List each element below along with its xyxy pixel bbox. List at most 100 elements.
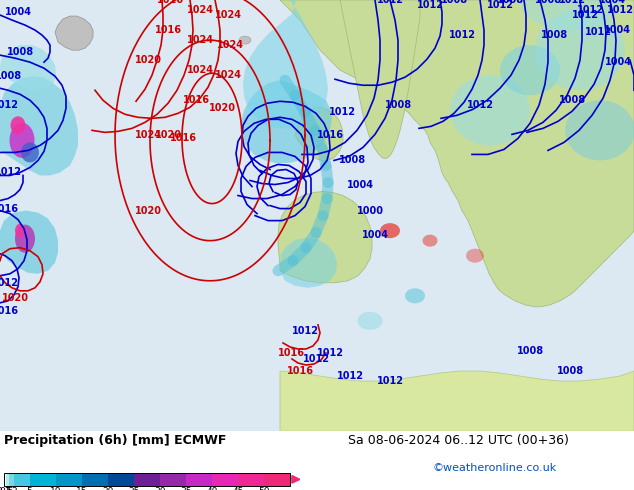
Text: 1008: 1008: [517, 346, 543, 356]
Polygon shape: [0, 76, 78, 175]
Text: ©weatheronline.co.uk: ©weatheronline.co.uk: [432, 463, 556, 473]
Polygon shape: [278, 192, 372, 283]
Bar: [4, 473, 6, 486]
Text: 1016: 1016: [0, 306, 18, 316]
Text: 1024: 1024: [186, 65, 214, 75]
Text: 1008: 1008: [441, 0, 469, 5]
Text: 1008: 1008: [559, 95, 586, 105]
Text: 1012: 1012: [576, 5, 604, 15]
Ellipse shape: [380, 223, 400, 238]
Bar: [4, 473, 290, 486]
Text: 1024: 1024: [216, 40, 243, 50]
Text: 1016: 1016: [316, 130, 344, 140]
Bar: [264, 473, 290, 486]
Text: 1024: 1024: [186, 35, 214, 45]
Text: 1020: 1020: [1, 293, 29, 303]
Text: 1016: 1016: [169, 133, 197, 144]
Text: 1008: 1008: [6, 47, 34, 57]
Ellipse shape: [520, 0, 620, 30]
Ellipse shape: [450, 75, 530, 146]
Polygon shape: [55, 16, 93, 50]
Text: 1: 1: [6, 487, 11, 490]
Text: 1012: 1012: [316, 348, 344, 358]
Bar: [6, 473, 9, 486]
Text: Sa 08-06-2024 06..12 UTC (00+36): Sa 08-06-2024 06..12 UTC (00+36): [348, 434, 569, 447]
Text: 35: 35: [180, 487, 191, 490]
Ellipse shape: [422, 235, 437, 246]
Polygon shape: [295, 107, 343, 160]
Text: 1012: 1012: [486, 0, 514, 10]
Text: 1016: 1016: [278, 348, 304, 358]
Text: 5: 5: [27, 487, 32, 490]
Text: 1024: 1024: [214, 70, 242, 80]
Text: 1008: 1008: [557, 366, 583, 376]
Ellipse shape: [239, 36, 251, 44]
Text: 10: 10: [50, 487, 61, 490]
Text: 1016: 1016: [287, 366, 313, 376]
Text: 0.1: 0.1: [0, 487, 11, 490]
Text: 50: 50: [258, 487, 269, 490]
Text: 1024: 1024: [186, 5, 214, 15]
Polygon shape: [280, 0, 634, 307]
Text: 1024: 1024: [134, 130, 162, 140]
Ellipse shape: [405, 288, 425, 303]
Text: 1012: 1012: [467, 100, 493, 110]
Bar: [186, 473, 212, 486]
Text: 15: 15: [76, 487, 87, 490]
Bar: [108, 473, 134, 486]
Polygon shape: [243, 0, 328, 128]
Text: 1012: 1012: [417, 0, 444, 10]
Text: 1012: 1012: [0, 278, 18, 288]
Text: 1008: 1008: [496, 0, 524, 5]
Bar: [30, 473, 56, 486]
Text: 1012: 1012: [292, 326, 318, 336]
Ellipse shape: [15, 224, 35, 253]
Polygon shape: [280, 238, 337, 288]
Bar: [134, 473, 160, 486]
Polygon shape: [241, 80, 332, 164]
Text: 1012: 1012: [0, 100, 18, 110]
Text: 1004: 1004: [347, 179, 373, 190]
Text: 1008: 1008: [534, 0, 562, 5]
Bar: [9, 473, 14, 486]
Text: 1024: 1024: [214, 10, 242, 20]
Text: 1008: 1008: [541, 30, 569, 40]
Bar: [212, 473, 238, 486]
Bar: [14, 473, 30, 486]
Text: 1004: 1004: [598, 0, 626, 5]
Text: 1012: 1012: [302, 354, 330, 364]
Text: 1012: 1012: [337, 371, 363, 381]
Ellipse shape: [10, 123, 34, 158]
Text: 0.5: 0.5: [0, 487, 13, 490]
Text: 1016: 1016: [0, 203, 18, 214]
Text: 1004: 1004: [604, 57, 631, 67]
Bar: [238, 473, 264, 486]
Text: 1012: 1012: [559, 0, 586, 5]
Ellipse shape: [535, 10, 625, 90]
Text: 1020: 1020: [209, 103, 235, 113]
Text: 1012: 1012: [607, 5, 633, 15]
Text: 1012: 1012: [328, 107, 356, 117]
Text: 1020: 1020: [155, 130, 181, 140]
Text: 1004: 1004: [4, 7, 32, 17]
Text: 1012: 1012: [448, 30, 476, 40]
Bar: [56, 473, 82, 486]
Text: 1020: 1020: [134, 206, 162, 216]
Bar: [82, 473, 108, 486]
Text: 1008: 1008: [339, 155, 366, 166]
Ellipse shape: [358, 312, 382, 330]
Text: 1016: 1016: [183, 95, 209, 105]
Ellipse shape: [466, 249, 484, 263]
Text: 1004: 1004: [604, 25, 630, 35]
Text: 25: 25: [128, 487, 139, 490]
Text: 45: 45: [232, 487, 243, 490]
Bar: [160, 473, 186, 486]
Ellipse shape: [11, 116, 25, 134]
Polygon shape: [280, 371, 634, 431]
Text: 1012: 1012: [571, 10, 598, 20]
Text: 1000: 1000: [356, 206, 384, 216]
Text: 30: 30: [154, 487, 165, 490]
Text: 1012: 1012: [0, 168, 22, 177]
Polygon shape: [0, 211, 58, 274]
Ellipse shape: [21, 143, 39, 163]
